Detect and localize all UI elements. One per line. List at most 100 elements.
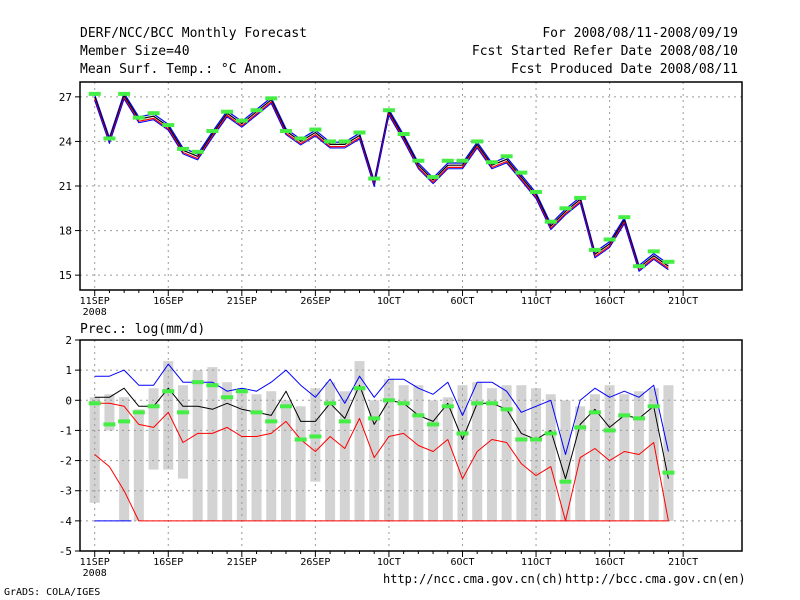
prec-ytick-label: -2 [59,455,72,468]
prec-obs-marker [515,437,528,442]
temp-obs-marker [147,111,160,116]
start-date: Fcst Started Refer Date 2008/08/10 [471,44,738,59]
temp-xtick-label: 11OCT [521,296,551,307]
grads-credit: GrADS: COLA/IGES [4,587,101,598]
prec-obs-marker [147,404,160,409]
url-en[interactable]: http://bcc.cma.gov.cn(en) [565,572,746,586]
prec-bar [251,394,262,521]
temp-obs-marker [500,154,513,159]
prec-bar [486,388,497,521]
prec-xtick-label: 1OCT [377,557,401,568]
temp-xtick-label: 16SEP [153,296,183,307]
prec-bar [133,409,144,521]
prec-obs-marker [235,389,248,394]
temp-xtick-label: 21OCT [668,296,698,307]
prec-xtick-label: 6OCT [450,557,474,568]
prec-lower-line [94,402,669,522]
prec-ytick-label: -1 [59,424,72,437]
temp-obs-marker [118,91,131,96]
prec-obs-marker [103,422,116,427]
prec-obs-marker [88,401,101,406]
prec-bar [560,400,571,521]
temp-obs-marker [191,149,204,154]
prec-obs-marker [382,398,395,403]
prec-obs-marker [368,416,381,421]
temp-obs-marker [633,264,646,269]
prec-obs-marker [441,404,454,409]
prec-bar [604,385,615,521]
prec-obs-marker [618,413,631,418]
temp-obs-marker [559,206,572,211]
prec-ytick-label: -3 [59,485,72,498]
temp-obs-marker [176,146,189,151]
temp-obs-marker [485,160,498,165]
prec-obs-marker [500,407,513,412]
temp-ytick-label: 27 [59,91,72,104]
temp-obs-marker [250,108,263,113]
temp-obs-marker [294,136,307,141]
temp-upper-line [94,92,669,267]
temp-ytick-label: 21 [59,180,72,193]
prec-obs-marker [294,437,307,442]
prec-obs-marker [647,404,660,409]
temp-obs-marker [427,175,440,180]
prec-xtick-label: 21OCT [668,557,698,568]
prec-obs-marker [250,410,263,415]
prec-obs-marker [221,395,234,400]
temp-lower-line [94,96,669,271]
temp-obs-marker [382,108,395,113]
prec-obs-marker [588,410,601,415]
prec-bar [119,397,130,521]
prec-obs-marker [353,386,366,391]
prec-bar [163,361,174,470]
prec-xtick-label: 16OCT [595,557,625,568]
temp-obs-marker [88,91,101,96]
prec-obs-marker [118,419,131,424]
prec-mean-line [94,384,669,480]
prec-bar [383,379,394,521]
prec-bar [589,394,600,521]
prec-obs-marker [338,419,351,424]
prec-xtick-year: 2008 [83,568,107,579]
prec-obs-marker [574,425,587,430]
prec-bar [648,388,659,521]
prec-obs-marker [633,416,646,421]
prec-obs-marker [191,380,204,385]
prec-obs-marker [309,434,322,439]
prec-lower2-line [94,454,669,522]
prec-bar [619,394,630,521]
temp-obs-marker [441,158,454,163]
prec-bar [148,388,159,470]
prec-bar [266,391,277,521]
temp-xtick-label: 6OCT [450,296,474,307]
temp-obs-marker [162,123,175,128]
prec-ytick-label: 1 [65,364,72,377]
prec-xtick-label: 21SEP [227,557,257,568]
prec-frame [79,339,743,552]
temp-obs-marker [515,170,528,175]
prec-title: Prec.: log(mm/d) [80,322,205,337]
prec-bar [516,385,527,521]
prec-obs-marker [324,401,337,406]
variable-label: Mean Surf. Temp.: °C Anom. [80,62,284,77]
temp-obs-marker [103,136,116,141]
temp-obs-marker [265,96,278,101]
temp-obs-marker [221,109,234,114]
prec-obs-marker [530,437,543,442]
temp-mean-line [94,94,669,269]
prec-obs-marker [427,422,440,427]
prec-obs-marker [279,404,292,409]
temp-xtick-label: 11SEP [80,296,110,307]
prec-xtick-label: 11OCT [521,557,551,568]
temp-obs-marker [132,115,145,120]
temp-ytick-label: 24 [59,135,73,148]
prec-bar [634,391,645,521]
prec-obs-marker [559,479,572,484]
url-ch[interactable]: http://ncc.cma.gov.cn(ch) [383,572,564,586]
temp-obs-marker [368,176,381,181]
temp-obs-marker [647,249,660,254]
title: DERF/NCC/BCC Monthly Forecast [80,26,307,41]
temp-obs-marker [309,127,322,132]
prec-bar [104,394,115,431]
prec-obs-marker [412,413,425,418]
